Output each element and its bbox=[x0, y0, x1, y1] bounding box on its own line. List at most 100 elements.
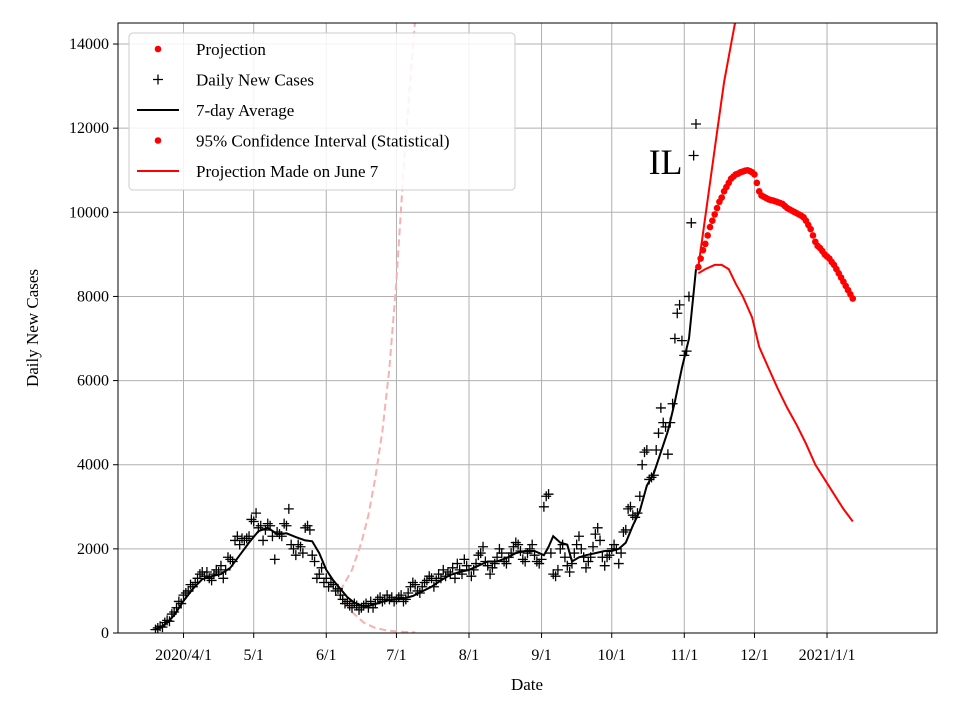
daily-case-marker bbox=[225, 554, 236, 565]
daily-case-marker bbox=[433, 569, 444, 580]
daily-case-marker bbox=[681, 346, 692, 357]
daily-case-marker bbox=[349, 598, 360, 609]
daily-case-marker bbox=[620, 524, 631, 535]
daily-case-marker bbox=[550, 571, 561, 582]
daily-case-marker bbox=[412, 585, 423, 596]
daily-case-marker bbox=[632, 508, 643, 519]
daily-case-marker bbox=[157, 622, 168, 633]
daily-case-marker bbox=[595, 535, 606, 546]
projection-dot bbox=[713, 204, 721, 212]
daily-case-marker bbox=[391, 594, 402, 605]
daily-case-marker bbox=[679, 350, 690, 361]
daily-case-marker bbox=[375, 592, 386, 603]
daily-case-marker bbox=[655, 402, 666, 413]
daily-case-marker bbox=[442, 567, 453, 577]
daily-case-marker bbox=[473, 550, 484, 561]
daily-case-marker bbox=[194, 569, 205, 580]
daily-case-marker bbox=[456, 569, 467, 580]
daily-case-marker bbox=[599, 560, 610, 571]
daily-case-marker bbox=[314, 569, 325, 580]
daily-case-marker bbox=[562, 560, 573, 571]
daily-case-marker bbox=[585, 552, 596, 563]
june7-projection-line bbox=[339, 23, 416, 592]
daily-case-marker bbox=[438, 564, 449, 575]
daily-case-marker bbox=[466, 571, 477, 582]
x-tick-label: 8/1 bbox=[459, 647, 479, 664]
daily-case-marker bbox=[396, 590, 407, 601]
daily-case-marker bbox=[644, 474, 655, 485]
daily-case-marker bbox=[506, 548, 517, 559]
y-tick-label: 4000 bbox=[77, 457, 109, 474]
daily-case-marker bbox=[428, 581, 439, 592]
x-axis: 2020/4/1 5/1 6/1 7/1 8/1 9/1 10/1 11/1 12/1 2021/… bbox=[155, 633, 855, 664]
y-tick-label: 12000 bbox=[69, 120, 109, 137]
daily-case-marker bbox=[162, 615, 173, 626]
daily-case-marker bbox=[459, 554, 470, 565]
daily-case-marker bbox=[646, 472, 657, 483]
daily-case-marker bbox=[178, 590, 189, 601]
x-tick-label: 2020/4/1 bbox=[155, 647, 212, 664]
daily-case-marker bbox=[215, 560, 226, 571]
x-tick-label: 11/1 bbox=[670, 647, 698, 664]
daily-case-marker bbox=[218, 573, 229, 584]
projection-dot bbox=[706, 223, 714, 231]
daily-case-marker bbox=[592, 522, 603, 533]
daily-case-marker bbox=[176, 598, 187, 609]
daily-case-marker bbox=[545, 548, 556, 559]
daily-case-marker bbox=[468, 564, 479, 575]
daily-case-marker bbox=[347, 602, 357, 613]
daily-case-marker bbox=[208, 569, 219, 580]
daily-case-marker bbox=[426, 573, 437, 584]
projection-dot bbox=[695, 263, 702, 271]
daily-case-marker bbox=[583, 556, 594, 567]
daily-case-marker bbox=[683, 291, 694, 302]
x-tick-label: 10/1 bbox=[598, 647, 626, 664]
legend-dot-marker bbox=[154, 137, 162, 144]
daily-case-marker bbox=[613, 558, 624, 569]
daily-case-marker bbox=[405, 581, 416, 592]
daily-case-marker bbox=[290, 550, 301, 561]
daily-case-marker bbox=[239, 535, 250, 546]
daily-case-marker bbox=[164, 616, 175, 627]
daily-case-marker bbox=[538, 501, 549, 512]
legend-entry: Projection Made on June 7 bbox=[137, 162, 379, 181]
legend-entry: Daily New Cases bbox=[153, 71, 314, 90]
daily-case-marker bbox=[407, 577, 418, 588]
daily-case-marker bbox=[559, 552, 570, 563]
daily-case-marker bbox=[478, 541, 489, 552]
daily-case-marker bbox=[665, 417, 676, 428]
legend-box bbox=[128, 32, 516, 191]
daily-case-marker bbox=[630, 512, 641, 523]
daily-case-marker bbox=[169, 606, 180, 617]
daily-case-marker bbox=[199, 571, 210, 582]
daily-case-marker bbox=[431, 575, 442, 586]
daily-case-marker bbox=[541, 491, 552, 502]
daily-case-marker bbox=[489, 558, 500, 569]
daily-case-marker bbox=[304, 524, 315, 535]
y-tick-label: 2000 bbox=[77, 541, 109, 558]
daily-case-marker bbox=[522, 548, 533, 559]
daily-case-marker bbox=[232, 531, 243, 542]
daily-case-marker bbox=[358, 600, 369, 611]
daily-case-marker bbox=[227, 556, 238, 567]
daily-case-marker bbox=[241, 533, 252, 544]
daily-case-marker bbox=[279, 518, 290, 529]
daily-case-marker bbox=[230, 535, 240, 546]
projection-dot bbox=[751, 171, 758, 178]
daily-case-marker bbox=[520, 556, 531, 567]
daily-case-marker bbox=[370, 598, 381, 609]
daily-case-marker bbox=[447, 562, 458, 573]
plot-area bbox=[150, 23, 857, 633]
daily-case-marker bbox=[571, 539, 582, 550]
daily-case-marker bbox=[400, 594, 411, 605]
daily-case-marker bbox=[529, 550, 540, 561]
daily-case-marker bbox=[302, 520, 313, 531]
daily-case-marker bbox=[552, 564, 563, 575]
daily-case-marker bbox=[281, 520, 292, 531]
daily-case-marker bbox=[672, 308, 683, 319]
daily-case-marker bbox=[417, 581, 428, 592]
projection-dot bbox=[753, 179, 761, 187]
daily-case-marker bbox=[625, 501, 636, 512]
daily-case-marker bbox=[576, 543, 587, 554]
daily-case-marker bbox=[382, 590, 393, 601]
